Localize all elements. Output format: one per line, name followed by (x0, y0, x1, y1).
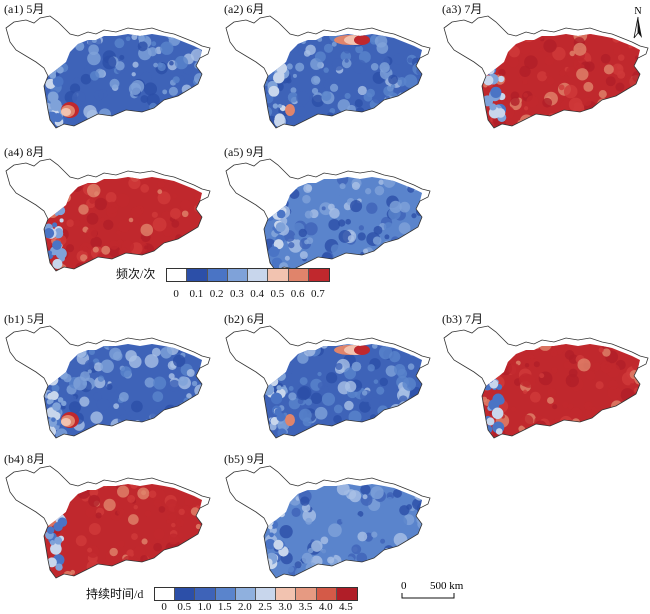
panel-label: (b5) 9月 (224, 452, 265, 466)
legend-tick-label: 2.0 (238, 601, 252, 613)
panel-label: (b1) 5月 (4, 312, 45, 326)
legend-swatch (187, 269, 208, 281)
legend-title: 持续时间/d (86, 587, 144, 601)
legend-swatch (195, 588, 216, 600)
legend-tick-label: 0 (173, 288, 179, 300)
legend-tick-label: 4.5 (339, 601, 353, 613)
legend-swatch (215, 588, 236, 600)
legend-swatch (268, 269, 289, 281)
scale-distance: 500 km (430, 580, 464, 592)
panel-label: (a4) 8月 (4, 145, 45, 159)
legend-ticks: 0 0.5 1.0 1.5 2.0 2.5 3.0 3.5 4.0 4.5 (154, 601, 356, 614)
legend-tick-label: 0.2 (209, 288, 224, 300)
legend-swatch (175, 588, 196, 600)
north-arrow-icon: N (633, 6, 642, 39)
legend-swatch (336, 588, 357, 600)
legend-tick-label: 1.5 (217, 601, 232, 613)
legend-tick-label: 0.3 (230, 288, 244, 300)
legend-color-ramp (154, 587, 358, 601)
legend-swatch (207, 269, 228, 281)
legend-swatch (296, 588, 317, 600)
legend-tick-label: 0.7 (311, 288, 325, 300)
panel-label: (a5) 9月 (224, 145, 265, 159)
map-panel-a1: (a1) 5月 (4, 2, 214, 142)
map-panel-b2: (b2) 6月 (224, 312, 434, 452)
map-panel-b5: (b5) 9月 (224, 452, 434, 592)
legend-duration: 持续时间/d 0 0.5 1.0 1.5 2.0 2.5 3.0 3.5 4.0 4.5 (86, 583, 376, 614)
panel-label: (b2) 6月 (224, 312, 265, 326)
panel-label: (a1) 5月 (4, 2, 45, 16)
scale-bar: 0 500 km (401, 580, 464, 599)
panel-label: (b3) 7月 (442, 312, 483, 326)
legend-swatch (248, 269, 269, 281)
basin-map (443, 325, 649, 439)
basin-map (225, 325, 431, 439)
legend-swatch (167, 269, 188, 281)
north-label: N (634, 6, 641, 17)
legend-tick-label: 3.0 (278, 601, 293, 613)
legend-tick-label: 1.0 (197, 601, 212, 613)
legend-tick-label: 0.5 (270, 288, 285, 300)
legend-swatch (227, 269, 248, 281)
basin-map (5, 158, 211, 272)
map-panel-b3: (b3) 7月 (442, 312, 650, 452)
map-panel-b1: (b1) 5月 (4, 312, 214, 452)
legend-ticks: 0 0.1 0.2 0.3 0.4 0.5 0.6 0.7 (166, 288, 328, 302)
basin-map (225, 465, 431, 579)
map-panel-b4: (b4) 8月 (4, 452, 214, 592)
legend-swatch (235, 588, 256, 600)
legend-tick-label: 0.6 (290, 288, 305, 300)
map-panel-a3: (a3) 7月 (442, 2, 650, 142)
basin-map (225, 158, 431, 272)
basin-map (5, 325, 211, 439)
legend-swatch (316, 588, 337, 600)
legend-frequency: 频次/次 0 0.1 0.2 0.3 0.4 0.5 0.6 0.7 (110, 262, 340, 302)
basin-map (225, 15, 431, 129)
legend-color-ramp (166, 268, 330, 282)
legend-swatch (288, 269, 309, 281)
basin-map (5, 15, 211, 129)
legend-tick-label: 4.0 (318, 601, 333, 613)
legend-tick-label: 2.5 (258, 601, 272, 613)
legend-swatch (308, 269, 329, 281)
map-panel-a4: (a4) 8月 (4, 145, 214, 285)
map-panel-a2: (a2) 6月 (224, 2, 434, 142)
legend-title: 频次/次 (116, 267, 156, 281)
map-panel-a5: (a5) 9月 (224, 145, 434, 285)
legend-tick-label: 0 (161, 601, 167, 613)
legend-swatch (255, 588, 277, 600)
panel-label: (a3) 7月 (442, 2, 483, 16)
legend-tick-label: 0.1 (189, 288, 204, 300)
panel-label: (b4) 8月 (4, 452, 45, 466)
scale-zero: 0 (401, 580, 407, 592)
panel-label: (a2) 6月 (224, 2, 265, 16)
legend-tick-label: 0.5 (177, 601, 192, 613)
legend-tick-label: 3.5 (298, 601, 313, 613)
basin-map (443, 15, 649, 129)
legend-swatch (276, 588, 297, 600)
legend-tick-label: 0.4 (250, 288, 264, 300)
legend-swatch (155, 588, 176, 600)
basin-map (5, 465, 211, 579)
